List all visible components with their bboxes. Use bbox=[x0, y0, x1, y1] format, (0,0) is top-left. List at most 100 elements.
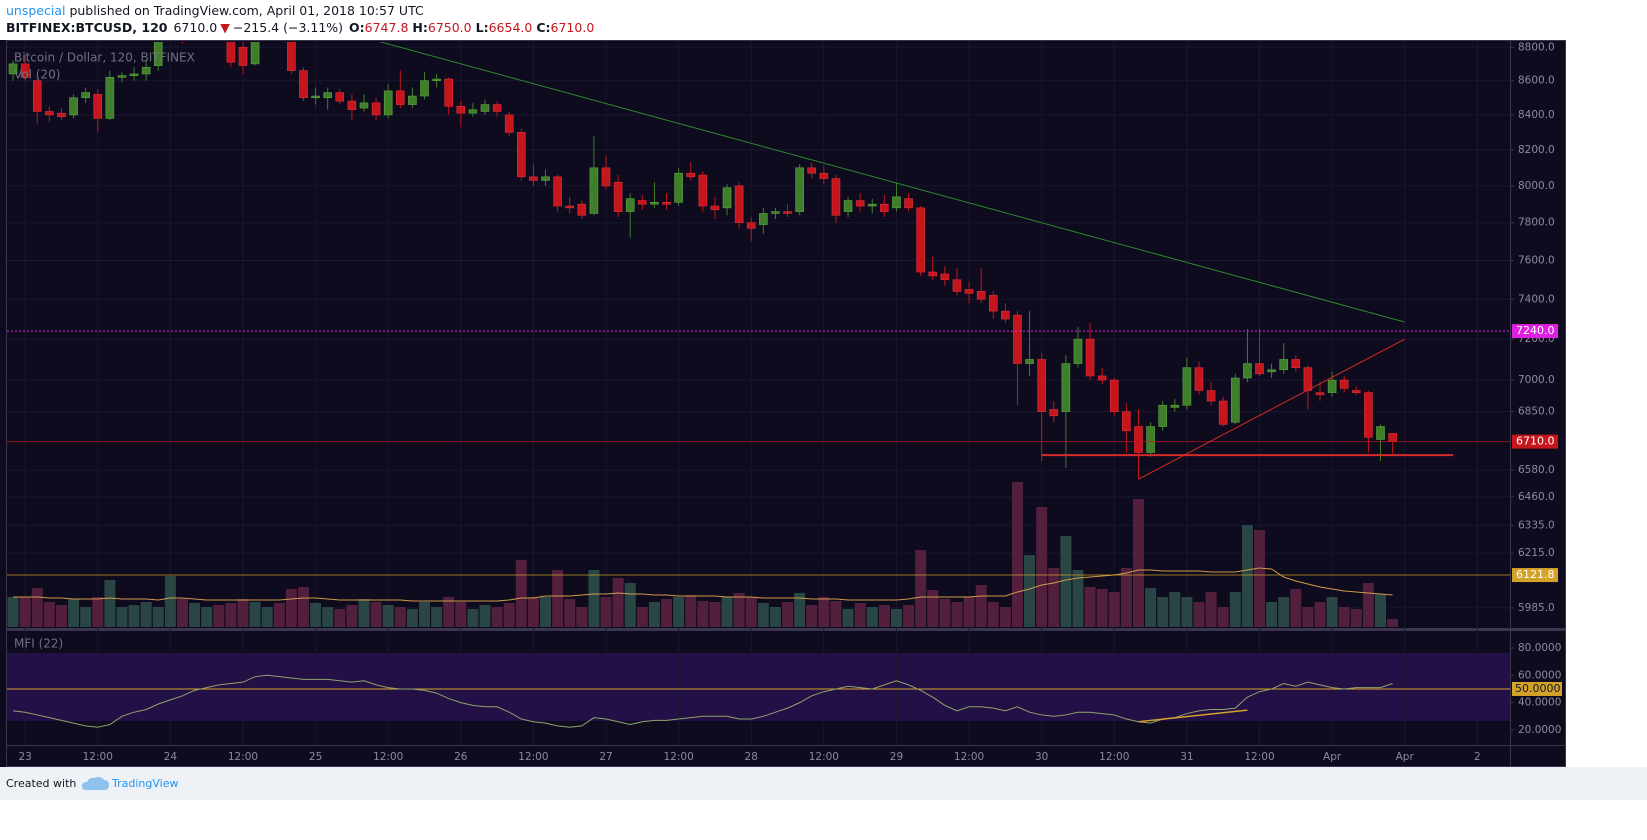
candle-body bbox=[674, 172, 683, 203]
brand[interactable]: TradingView bbox=[111, 777, 178, 790]
candle-body bbox=[141, 66, 151, 75]
y-tick-label: 8400.0 bbox=[1518, 109, 1555, 121]
volume-bar bbox=[1181, 597, 1193, 627]
candle-body bbox=[383, 90, 393, 116]
candle-body bbox=[541, 176, 550, 181]
y-tick-label: 6850.0 bbox=[1518, 406, 1555, 418]
candle-body bbox=[105, 77, 115, 119]
x-tick-label: 27 bbox=[599, 751, 612, 763]
candle-body bbox=[1061, 363, 1071, 412]
volume-ma-line bbox=[13, 567, 1393, 602]
candle-body bbox=[976, 291, 986, 300]
volume-bar bbox=[213, 605, 225, 627]
candle-body bbox=[553, 176, 562, 207]
candle-body bbox=[1243, 363, 1252, 379]
y-tick-label: 8000.0 bbox=[1518, 180, 1555, 192]
candle-body bbox=[529, 176, 538, 181]
mfi-trendline bbox=[1138, 709, 1248, 723]
volume-bar bbox=[152, 607, 164, 627]
brand-logo[interactable] bbox=[82, 776, 109, 790]
volume-bar bbox=[503, 603, 515, 627]
volume-bar bbox=[419, 602, 430, 627]
candle-body bbox=[710, 205, 720, 211]
volume-bar bbox=[854, 603, 866, 627]
volume-bar bbox=[564, 599, 576, 627]
candle-body bbox=[359, 102, 369, 109]
volume-bar bbox=[1205, 592, 1217, 627]
x-tick-label: 12:00 bbox=[518, 751, 548, 763]
volume-bar bbox=[1084, 587, 1096, 627]
volume-bar bbox=[830, 601, 842, 627]
candle-body bbox=[1352, 390, 1361, 393]
candle-body bbox=[638, 200, 647, 205]
mfi-tick-label: 60.0000 bbox=[1518, 669, 1561, 681]
volume-bar bbox=[1024, 555, 1036, 627]
x-tick-label: 29 bbox=[890, 751, 903, 763]
author[interactable]: unspecial bbox=[6, 3, 65, 18]
low-label: L: bbox=[476, 20, 489, 35]
candle-body bbox=[432, 78, 441, 82]
volume-bar bbox=[1375, 594, 1387, 627]
candle-body bbox=[250, 42, 260, 65]
volume-bar bbox=[1229, 592, 1241, 627]
volume-bar bbox=[1387, 619, 1399, 627]
candle-body bbox=[1315, 392, 1325, 396]
candle-body bbox=[855, 200, 865, 207]
candle-body bbox=[1109, 379, 1119, 412]
candle-body bbox=[759, 213, 768, 225]
volume-bar bbox=[794, 593, 806, 627]
candle-body bbox=[57, 112, 66, 117]
volume-bar bbox=[842, 609, 854, 627]
candle-body bbox=[940, 273, 950, 281]
volume-bar bbox=[322, 607, 334, 627]
candle-body bbox=[698, 174, 708, 207]
y-tick-label: 7600.0 bbox=[1518, 254, 1555, 266]
volume-bar bbox=[431, 607, 443, 627]
volume-bar bbox=[552, 570, 564, 627]
candle-body bbox=[1388, 433, 1397, 442]
chart-background bbox=[0, 40, 1566, 767]
volume-bar bbox=[455, 602, 467, 627]
chart-title: Bitcoin / Dollar, 120, BITFINEX bbox=[14, 51, 195, 65]
candle-body bbox=[456, 106, 466, 114]
candle-body bbox=[1170, 404, 1180, 408]
x-tick-label: 26 bbox=[454, 751, 468, 763]
candle-body bbox=[686, 172, 696, 178]
symbol: BITFINEX:BTCUSD, 120 bbox=[6, 20, 168, 35]
candle-body bbox=[650, 202, 659, 205]
volume-bar bbox=[1072, 570, 1084, 627]
close-label: C: bbox=[536, 20, 550, 35]
volume-bar bbox=[370, 602, 382, 627]
volume-bar bbox=[225, 603, 237, 627]
volume-bar bbox=[540, 597, 552, 627]
volume-bar bbox=[673, 597, 685, 627]
y-tick-label: 7400.0 bbox=[1518, 293, 1555, 305]
x-tick-label: 31 bbox=[1180, 751, 1193, 763]
trendline bbox=[379, 42, 1405, 323]
candle-body bbox=[1303, 367, 1313, 391]
open-value: 6747.8 bbox=[365, 20, 409, 35]
volume-bar bbox=[527, 597, 539, 627]
candle-body bbox=[952, 279, 962, 292]
candle-body bbox=[1376, 426, 1385, 440]
header-line-2: BITFINEX:BTCUSD, 120 6710.0 ▼ −215.4 (−3.11… bbox=[6, 20, 594, 35]
x-tick-label: 12:00 bbox=[1244, 751, 1274, 763]
price-tag bbox=[1512, 324, 1558, 339]
x-tick-label: Apr bbox=[1323, 751, 1342, 763]
volume-bar bbox=[140, 602, 152, 627]
x-tick-label: 12:00 bbox=[373, 751, 403, 763]
candle-body bbox=[819, 172, 829, 179]
change: −215.4 (−3.11%) bbox=[233, 20, 343, 35]
candle-body bbox=[577, 203, 587, 216]
y-tick-label: 6580.0 bbox=[1518, 464, 1555, 476]
volume-bar bbox=[43, 602, 55, 627]
x-tick-label: 12:00 bbox=[228, 751, 258, 763]
candle-body bbox=[45, 111, 54, 116]
candle-body bbox=[468, 109, 478, 114]
volume-bar bbox=[1060, 536, 1072, 627]
volume-bar bbox=[164, 576, 176, 627]
volume-bar bbox=[189, 603, 201, 627]
candle-body bbox=[1025, 359, 1034, 364]
candle-body bbox=[347, 100, 357, 111]
